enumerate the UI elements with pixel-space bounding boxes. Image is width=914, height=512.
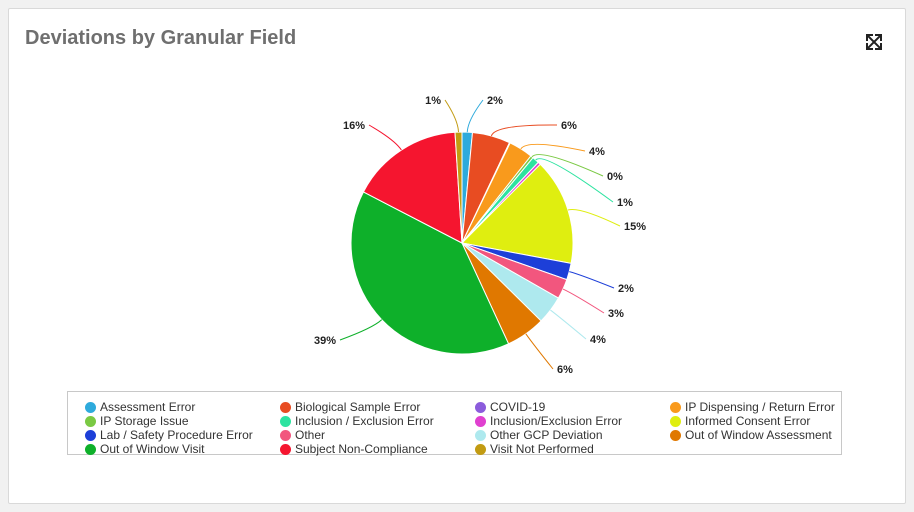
- legend-item[interactable]: Subject Non-Compliance: [280, 442, 428, 456]
- legend-swatch: [280, 443, 291, 455]
- chart-legend: Assessment Error Biological Sample Error C…: [67, 391, 842, 456]
- legend-label: Assessment Error: [100, 400, 196, 414]
- chart-title: Deviations by Granular Field: [25, 27, 297, 49]
- legend-swatch: [475, 415, 486, 427]
- legend-swatch: [85, 401, 96, 413]
- legend-item[interactable]: IP Storage Issue: [85, 414, 189, 428]
- data-label: 1%: [425, 95, 441, 107]
- legend-item[interactable]: Biological Sample Error: [280, 400, 420, 414]
- legend-item[interactable]: Visit Not Performed: [475, 442, 594, 456]
- legend-label: Inclusion/Exclusion Error: [490, 414, 623, 428]
- legend-swatch: [475, 443, 486, 455]
- legend-swatch: [670, 415, 681, 427]
- legend-item[interactable]: Informed Consent Error: [670, 414, 810, 428]
- pie-slice-out-of-window-visit[interactable]: [350, 191, 510, 355]
- label-connector: [490, 124, 558, 137]
- data-label: 4%: [589, 146, 605, 158]
- legend-item[interactable]: Other GCP Deviation: [475, 428, 603, 442]
- label-connector: [368, 124, 402, 151]
- label-connector: [466, 99, 484, 133]
- label-connector: [444, 99, 459, 133]
- label-connector: [531, 154, 604, 177]
- legend-label: Inclusion / Exclusion Error: [295, 414, 434, 428]
- legend-swatch: [85, 443, 96, 455]
- legend-label: Lab / Safety Procedure Error: [100, 428, 253, 442]
- legend-swatch: [85, 415, 96, 427]
- data-label: 3%: [608, 308, 624, 320]
- legend-item[interactable]: Assessment Error: [85, 400, 195, 414]
- legend-label: Visit Not Performed: [490, 442, 594, 456]
- data-label: 2%: [618, 283, 634, 295]
- data-label: 1%: [617, 197, 633, 209]
- legend-swatch: [280, 415, 291, 427]
- legend-label: IP Storage Issue: [100, 414, 189, 428]
- legend-label: Out of Window Visit: [100, 442, 205, 456]
- legend-label: Subject Non-Compliance: [295, 442, 428, 456]
- legend-item[interactable]: COVID-19: [475, 400, 545, 414]
- label-connector: [550, 309, 587, 340]
- data-label: 39%: [314, 335, 336, 347]
- legend-label: Out of Window Assessment: [685, 428, 832, 442]
- legend-item[interactable]: Inclusion/Exclusion Error: [475, 414, 622, 428]
- legend-item[interactable]: IP Dispensing / Return Error: [670, 400, 835, 414]
- legend-swatch: [670, 401, 681, 413]
- data-label: 4%: [590, 334, 606, 346]
- data-label: 6%: [557, 364, 573, 376]
- label-connector: [562, 288, 605, 314]
- label-connector: [535, 158, 614, 203]
- label-connector: [525, 333, 554, 370]
- legend-item[interactable]: Out of Window Assessment: [670, 428, 832, 442]
- legend-swatch: [280, 401, 291, 413]
- legend-label: COVID-19: [490, 400, 546, 414]
- data-label: 2%: [487, 95, 503, 107]
- pie-slice-informed-consent-error[interactable]: [460, 163, 574, 264]
- legend-item[interactable]: Other: [280, 428, 325, 442]
- label-connector: [567, 209, 621, 227]
- legend-item[interactable]: Inclusion / Exclusion Error: [280, 414, 434, 428]
- data-label: 15%: [624, 221, 646, 233]
- label-connector: [520, 143, 586, 152]
- data-label: 16%: [343, 120, 365, 132]
- legend-label: IP Dispensing / Return Error: [685, 400, 835, 414]
- legend-swatch: [280, 429, 291, 441]
- data-label: 6%: [561, 120, 577, 132]
- legend-label: Biological Sample Error: [295, 400, 421, 414]
- pie-slice-subject-non-compliance[interactable]: [362, 131, 463, 244]
- legend-label: Informed Consent Error: [685, 414, 811, 428]
- legend-item[interactable]: Out of Window Visit: [85, 442, 204, 456]
- label-connector: [339, 319, 383, 341]
- legend-item[interactable]: Lab / Safety Procedure Error: [85, 428, 253, 442]
- legend-label: Other GCP Deviation: [490, 428, 603, 442]
- label-connector: [569, 271, 615, 289]
- legend-swatch: [475, 401, 486, 413]
- legend-swatch: [475, 429, 486, 441]
- data-label: 0%: [607, 171, 623, 183]
- legend-swatch: [85, 429, 96, 441]
- expand-arrows-icon[interactable]: [865, 33, 883, 51]
- legend-swatch: [670, 429, 681, 441]
- legend-label: Other: [295, 428, 326, 442]
